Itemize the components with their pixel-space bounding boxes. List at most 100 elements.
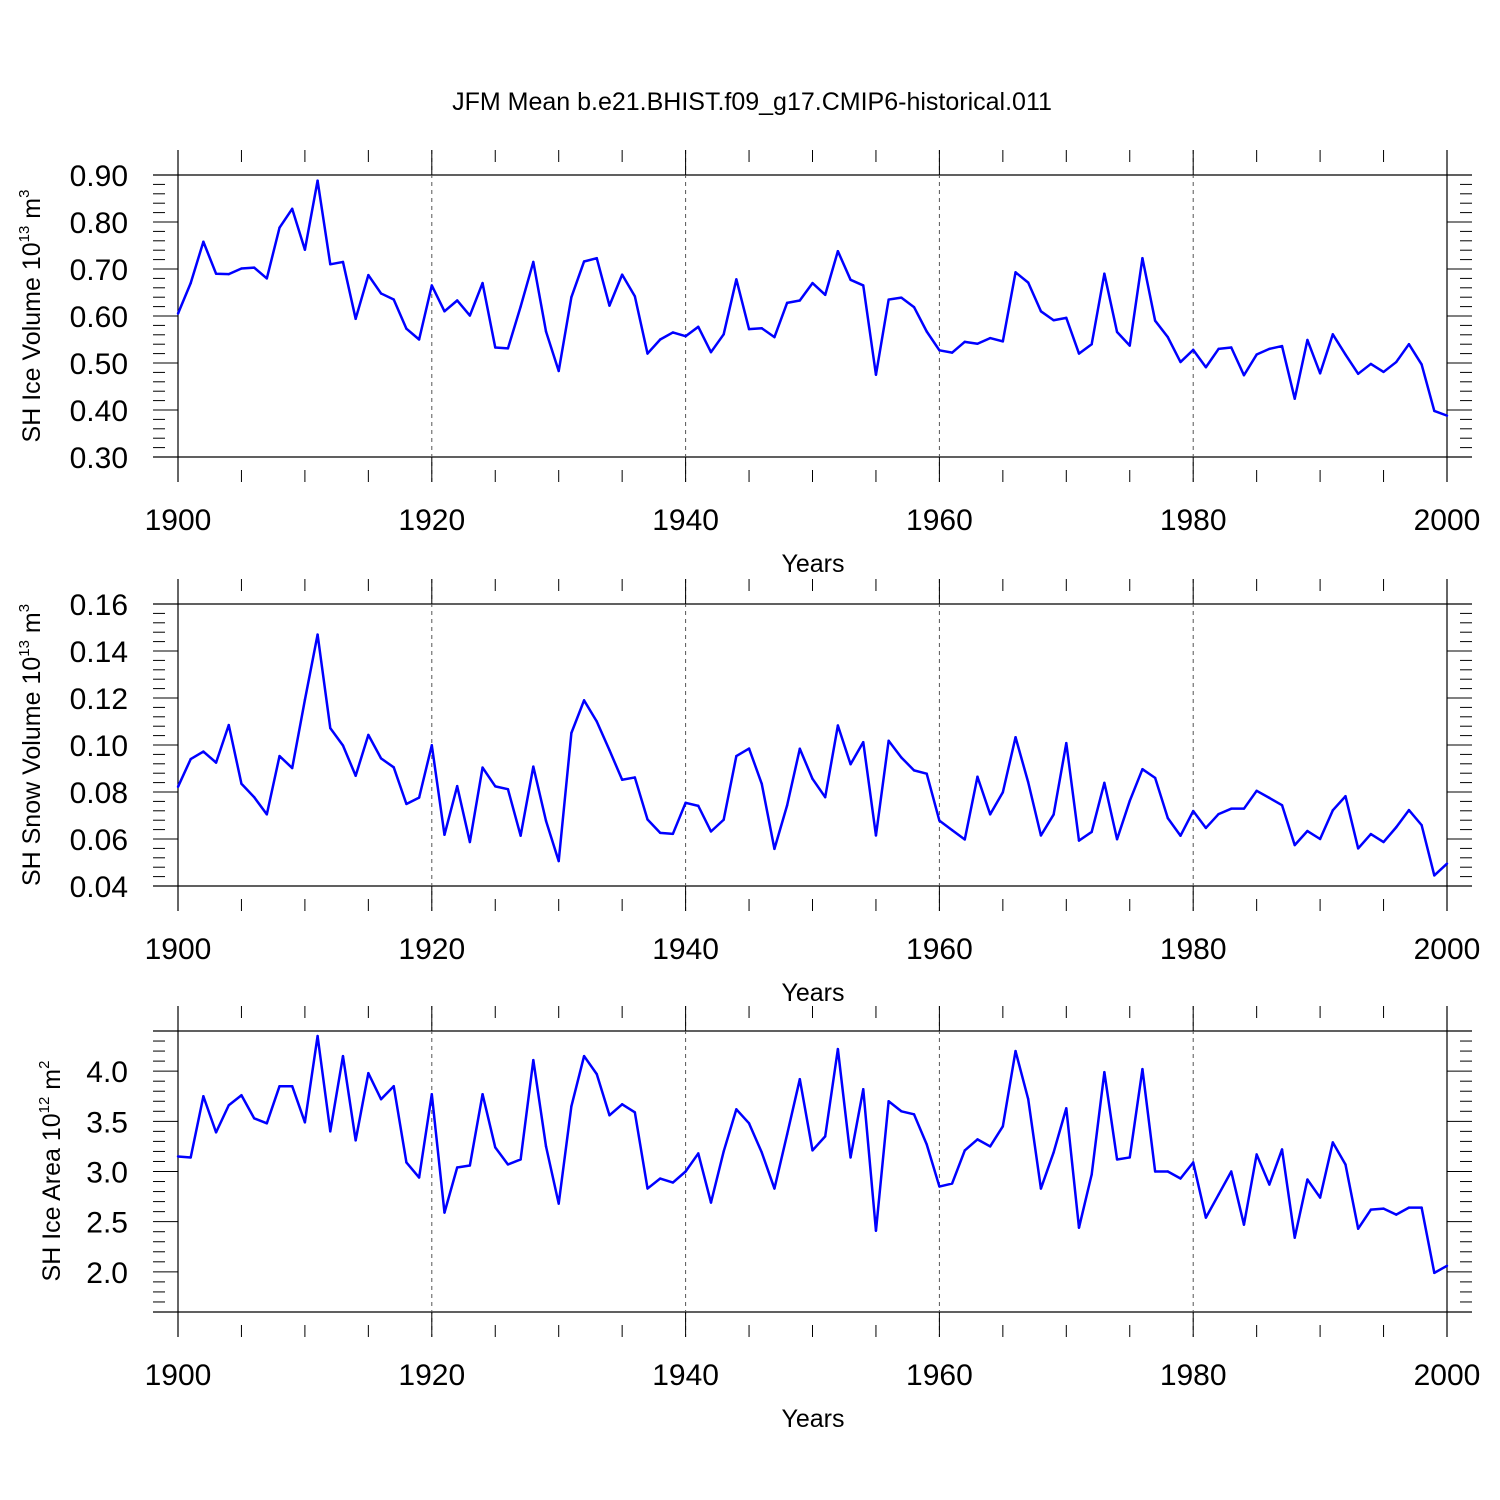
ice-volume-data-point	[1039, 310, 1043, 313]
ice-volume-data-point	[1077, 352, 1081, 355]
snow-volume-xtick-label: 1940	[652, 933, 719, 966]
ice-area-data-point	[963, 1149, 966, 1152]
ice-area-data-point	[735, 1108, 738, 1111]
ice-volume-data-point	[1280, 344, 1284, 348]
ice-area-data-point	[659, 1177, 662, 1180]
ice-area-data-point	[1217, 1193, 1220, 1196]
ice-area-data-point	[570, 1105, 573, 1108]
ice-volume-data-point	[874, 373, 878, 376]
snow-volume-data-point	[544, 819, 548, 823]
snow-volume-data-point	[316, 633, 319, 636]
ice-volume-data-point	[1255, 353, 1258, 356]
snow-volume-data-point	[176, 785, 180, 789]
ice-area-data-point	[1141, 1067, 1144, 1071]
ice-area-data-point	[976, 1138, 979, 1141]
ice-area-data-point	[176, 1155, 180, 1158]
ice-area-data-point	[684, 1170, 687, 1173]
snow-volume-data-point	[1065, 741, 1068, 745]
snow-volume-data-point	[202, 750, 205, 753]
snow-volume-xtick-label: 1920	[398, 933, 465, 966]
snow-volume-data-point	[697, 804, 700, 808]
snow-volume-data-point	[900, 756, 903, 759]
ice-volume-data-point	[1166, 335, 1170, 339]
ice-area-data-point	[1166, 1170, 1170, 1173]
ice-area-data-point	[417, 1176, 421, 1179]
ice-volume-data-point	[354, 317, 357, 321]
snow-volume-data-point	[443, 833, 446, 836]
snow-volume-data-point	[938, 819, 941, 822]
ice-area-data-point	[595, 1072, 598, 1076]
snow-volume-ytick-label: 0.08	[70, 777, 128, 810]
ice-area-ytick-label: 3.0	[86, 1157, 128, 1190]
ice-volume-ytick-label: 0.70	[70, 254, 128, 287]
snow-volume-data-point	[760, 782, 763, 785]
ice-area-data-point	[392, 1084, 395, 1088]
ice-area-data-point	[697, 1152, 700, 1155]
ice-area-data-point	[202, 1095, 205, 1098]
ice-volume-data-point	[405, 327, 408, 330]
snow-volume-data-point	[735, 754, 738, 758]
ice-volume-data-point	[659, 338, 662, 341]
snow-volume-data-point	[963, 838, 966, 841]
ice-volume-data-point	[417, 338, 421, 341]
snow-volume-data-point	[1204, 826, 1208, 830]
ice-area-data-point	[760, 1151, 763, 1154]
snow-volume-data-point	[278, 754, 281, 758]
ice-volume-data-point	[1395, 360, 1398, 364]
ice-area-data-point	[887, 1100, 890, 1103]
ice-volume-data-point	[722, 333, 725, 336]
ice-area-data-point	[1077, 1226, 1081, 1229]
ice-volume-data-point	[938, 349, 941, 352]
snow-volume-data-point	[1433, 874, 1436, 877]
snow-volume-data-point	[557, 859, 560, 863]
ice-volume-data-point	[1242, 374, 1246, 377]
ice-area-data-point	[1153, 1170, 1157, 1173]
ice-area-data-point	[1242, 1223, 1246, 1226]
snow-volume-data-point	[1115, 838, 1119, 841]
ice-volume-data-point	[811, 281, 814, 285]
snow-volume-xtick-label: 1960	[906, 933, 973, 966]
ice-volume-data-point	[1090, 343, 1093, 346]
ice-area-data-point	[633, 1111, 637, 1114]
snow-volume-data-point	[1230, 807, 1233, 810]
ice-area-xtick-label: 1900	[145, 1359, 212, 1392]
ice-volume-data-point	[265, 277, 269, 280]
snow-volume-data-point	[671, 832, 675, 836]
snow-volume-data-point	[1192, 809, 1195, 813]
ice-volume-data-point	[532, 260, 535, 264]
snow-volume-x-axis-label: Years	[781, 979, 844, 1007]
ice-volume-data-point	[1217, 347, 1220, 351]
snow-volume-data-point	[862, 740, 865, 744]
snow-volume-data-point	[303, 698, 307, 702]
ice-area-data-point	[811, 1149, 814, 1152]
snow-volume-data-point	[659, 831, 662, 835]
ice-area-data-point	[1090, 1173, 1093, 1176]
ice-area-data-point	[1445, 1264, 1449, 1268]
ice-area-data-point	[1115, 1158, 1119, 1161]
ice-volume-data-point	[329, 263, 332, 266]
snow-volume-data-point	[950, 828, 954, 832]
snow-volume-data-point	[430, 744, 433, 747]
ice-area-data-point	[494, 1146, 497, 1149]
snow-volume-data-point	[684, 801, 687, 805]
ice-area-data-point	[671, 1181, 675, 1184]
ice-volume-data-point	[988, 336, 992, 340]
ice-area-data-point	[925, 1143, 928, 1146]
snow-volume-data-point	[570, 731, 573, 735]
ice-volume-data-point	[1407, 343, 1411, 346]
ice-volume-data-point	[1382, 370, 1385, 374]
snow-volume-data-point	[976, 775, 979, 778]
snow-volume-data-point	[417, 796, 421, 799]
snow-volume-data-point	[341, 744, 345, 747]
ice-volume-data-point	[1306, 338, 1309, 342]
snow-volume-data-point	[785, 804, 789, 807]
snow-volume-xtick-label: 2000	[1414, 933, 1481, 966]
snow-volume-data-point	[1420, 823, 1423, 827]
snow-volume-data-point	[291, 766, 294, 770]
ice-area-data-point	[455, 1166, 459, 1169]
ice-volume-data-point	[506, 347, 510, 350]
ice-volume-ytick-label: 0.60	[70, 301, 128, 334]
ice-area-data-point	[367, 1071, 370, 1075]
ice-area-x-axis-label: Years	[781, 1405, 844, 1433]
ice-area-data-point	[1433, 1271, 1436, 1275]
